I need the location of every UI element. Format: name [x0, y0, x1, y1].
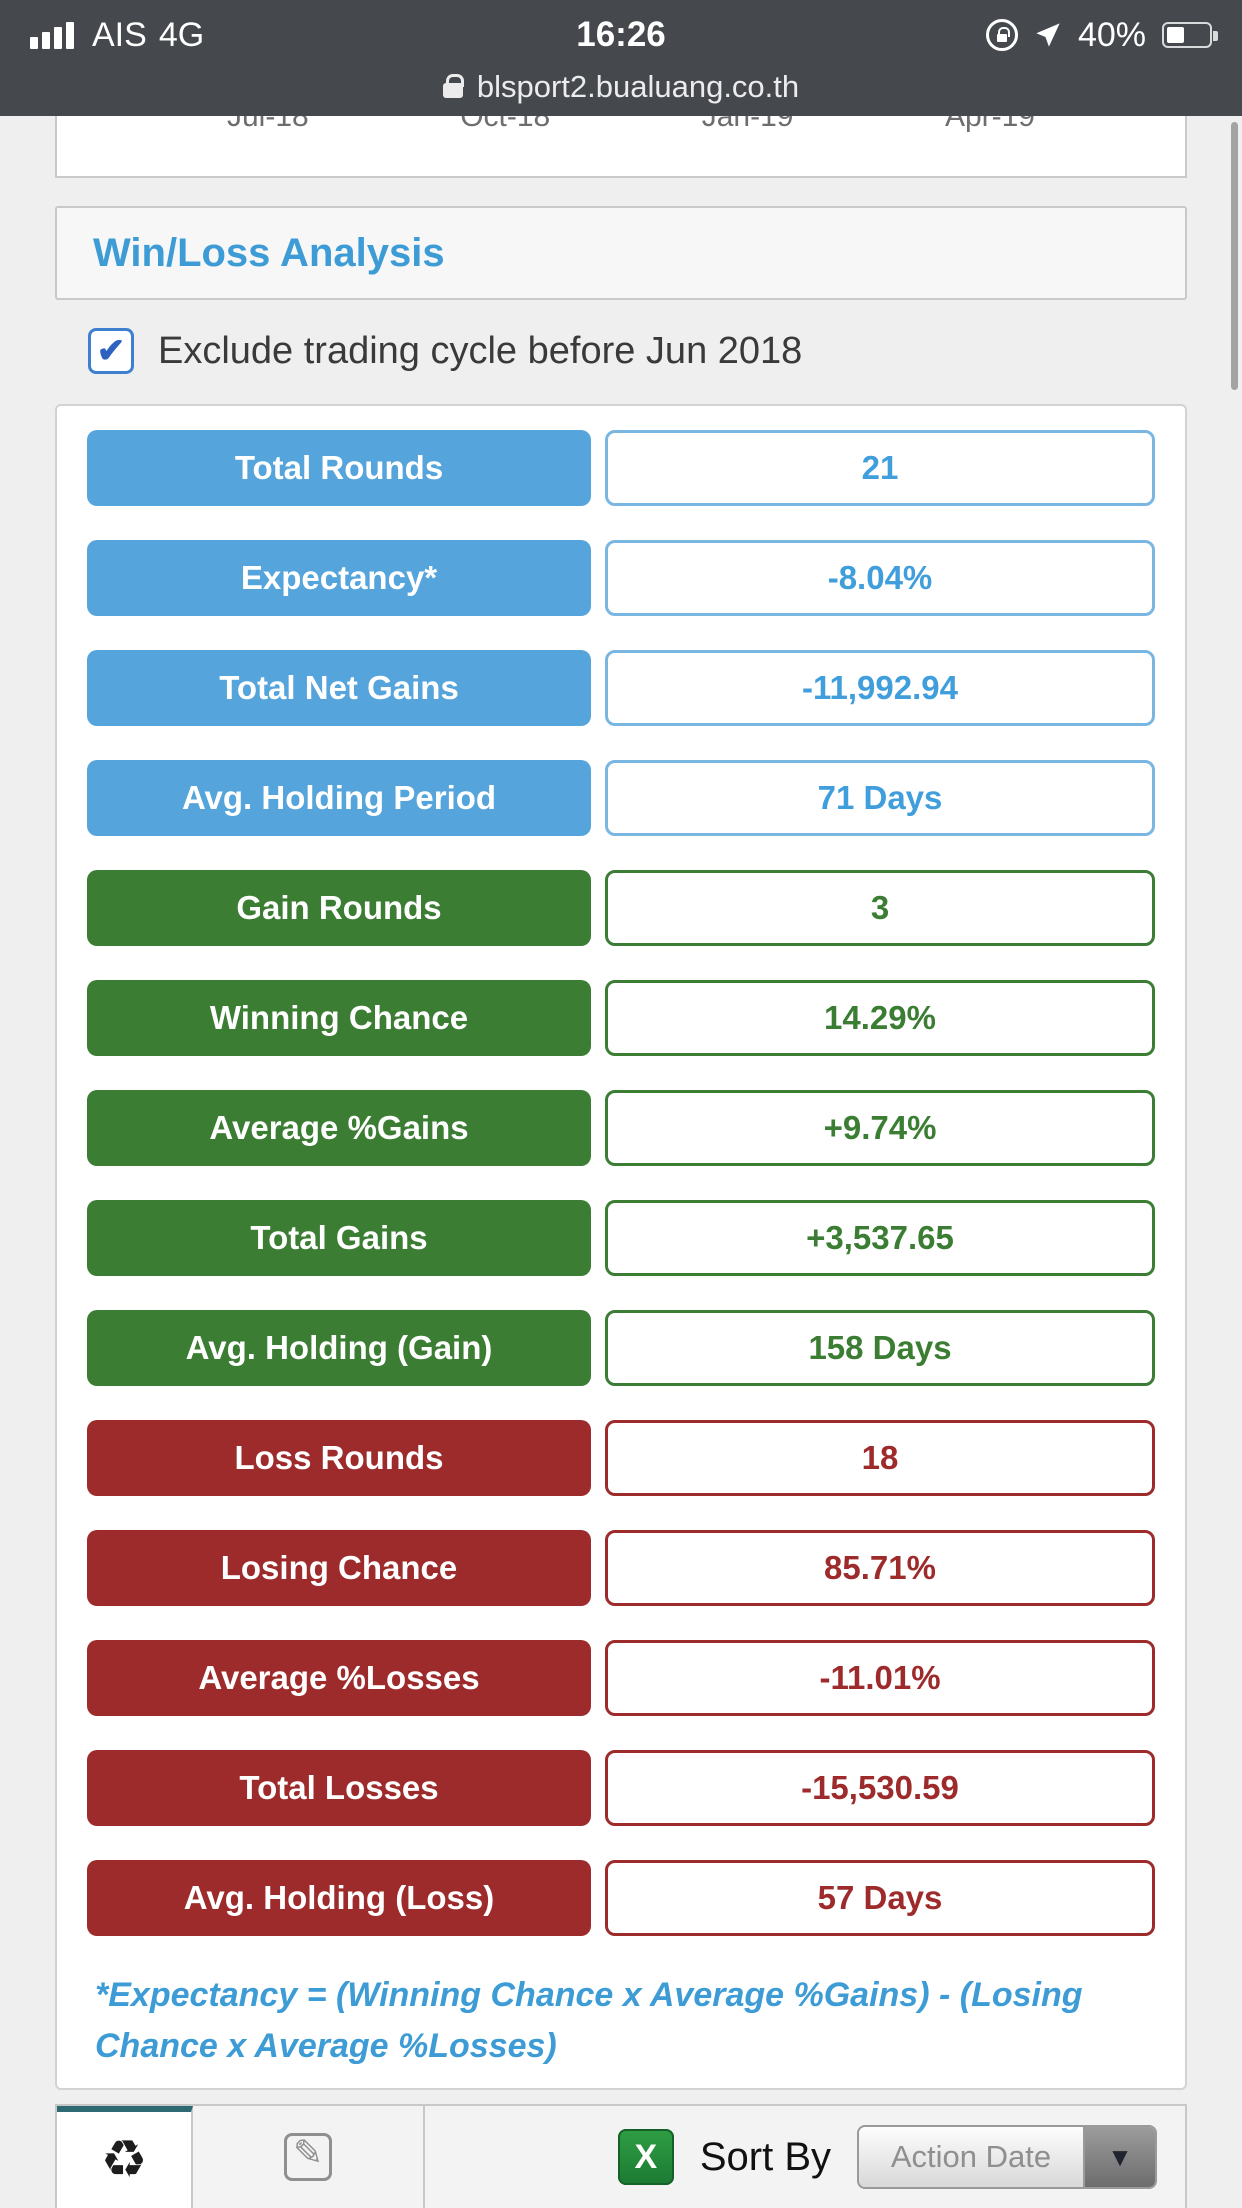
clock: 16:26 — [576, 15, 666, 54]
stat-label: Gain Rounds — [87, 870, 591, 946]
exclude-cycle-label: Exclude trading cycle before Jun 2018 — [158, 329, 803, 372]
page-title: Win/Loss Analysis — [93, 230, 445, 275]
table-row: Total Losses -15,530.59 — [87, 1750, 1155, 1826]
table-row: Gain Rounds 3 — [87, 870, 1155, 946]
bottom-toolbar: ♻ ✎ X Sort By Action Date ▼ — [55, 2104, 1187, 2208]
stat-label: Total Net Gains — [87, 650, 591, 726]
axis-label: Jul-18 — [227, 116, 309, 133]
stat-label: Winning Chance — [87, 980, 591, 1056]
stat-value: 3 — [605, 870, 1155, 946]
battery-percent: 40% — [1077, 15, 1146, 54]
table-row: Average %Losses -11.01% — [87, 1640, 1155, 1716]
carrier-label: AIS — [92, 15, 147, 54]
stat-value: 21 — [605, 430, 1155, 506]
stat-label: Total Losses — [87, 1750, 591, 1826]
scrollbar[interactable] — [1231, 122, 1238, 390]
stat-value: -11.01% — [605, 1640, 1155, 1716]
stat-value: 14.29% — [605, 980, 1155, 1056]
signal-strength-icon — [30, 21, 74, 49]
stat-label: Total Rounds — [87, 430, 591, 506]
stat-label: Total Gains — [87, 1200, 591, 1276]
table-row: Avg. Holding (Loss) 57 Days — [87, 1860, 1155, 1936]
compose-icon: ✎ — [284, 2132, 332, 2181]
rotation-lock-icon — [985, 19, 1018, 51]
stat-value: 85.71% — [605, 1530, 1155, 1606]
stat-label: Average %Gains — [87, 1090, 591, 1166]
stat-label: Avg. Holding (Loss) — [87, 1860, 591, 1936]
stat-value: +9.74% — [605, 1090, 1155, 1166]
axis-label: Jan-19 — [701, 116, 794, 133]
stat-value: -15,530.59 — [605, 1750, 1155, 1826]
table-row: Losing Chance 85.71% — [87, 1530, 1155, 1606]
axis-label: Oct-18 — [460, 116, 551, 133]
stat-label: Average %Losses — [87, 1640, 591, 1716]
table-row: Avg. Holding (Gain) 158 Days — [87, 1310, 1155, 1386]
stat-label: Loss Rounds — [87, 1420, 591, 1496]
stat-label: Avg. Holding Period — [87, 760, 591, 836]
status-bar: AIS 4G 16:26 40% blsport2.bualuang.co.th — [0, 0, 1242, 116]
exclude-cycle-checkbox[interactable]: ✔ — [88, 328, 134, 374]
stat-value: -11,992.94 — [605, 650, 1155, 726]
recycle-icon: ♻ — [100, 2131, 148, 2189]
stat-label: Losing Chance — [87, 1530, 591, 1606]
table-row: Avg. Holding Period 71 Days — [87, 760, 1155, 836]
url-text: blsport2.bualuang.co.th — [476, 69, 800, 104]
table-row: Winning Chance 14.29% — [87, 980, 1155, 1056]
stat-value: +3,537.65 — [605, 1200, 1155, 1276]
battery-icon — [1162, 22, 1218, 48]
chevron-down-icon: ▼ — [1083, 2127, 1155, 2187]
table-row: Expectancy* -8.04% — [87, 540, 1155, 616]
table-row: Total Gains +3,537.65 — [87, 1200, 1155, 1276]
lock-icon — [442, 73, 464, 98]
stat-value: 18 — [605, 1420, 1155, 1496]
network-label: 4G — [158, 15, 205, 54]
edit-tab[interactable]: ✎ — [193, 2106, 425, 2208]
excel-icon: X — [634, 2137, 658, 2176]
sort-by-label: Sort By — [699, 2134, 831, 2179]
table-row: Average %Gains +9.74% — [87, 1090, 1155, 1166]
table-row: Loss Rounds 18 — [87, 1420, 1155, 1496]
table-row: Total Net Gains -11,992.94 — [87, 650, 1155, 726]
table-row: Total Rounds 21 — [87, 430, 1155, 506]
toolbar-right-group: X Sort By Action Date ▼ — [425, 2106, 1185, 2208]
excel-export-button[interactable]: X — [617, 2129, 674, 2185]
refresh-tab[interactable]: ♻ — [57, 2106, 193, 2208]
axis-label: Apr-19 — [944, 116, 1035, 133]
sort-by-selected-value: Action Date — [890, 2139, 1052, 2174]
url-bar[interactable]: blsport2.bualuang.co.th — [0, 62, 1242, 112]
exclude-cycle-row: ✔ Exclude trading cycle before Jun 2018 — [88, 328, 802, 374]
stat-label: Expectancy* — [87, 540, 591, 616]
stat-value: 57 Days — [605, 1860, 1155, 1936]
location-arrow-icon — [1036, 23, 1060, 47]
stat-value: -8.04% — [605, 540, 1155, 616]
expectancy-footnote: *Expectancy = (Winning Chance x Average … — [95, 1976, 1083, 2065]
stat-value: 71 Days — [605, 760, 1155, 836]
winloss-panel-header: Win/Loss Analysis — [55, 206, 1187, 300]
winloss-stats-table: Total Rounds 21 Expectancy* -8.04% Total Net… — [55, 404, 1187, 2090]
chart-axis-strip: Jul-18 Oct-18 Jan-19 Apr-19 — [55, 116, 1187, 178]
stat-value: 158 Days — [605, 1310, 1155, 1386]
stat-label: Avg. Holding (Gain) — [87, 1310, 591, 1386]
sort-by-dropdown[interactable]: Action Date ▼ — [857, 2125, 1157, 2189]
